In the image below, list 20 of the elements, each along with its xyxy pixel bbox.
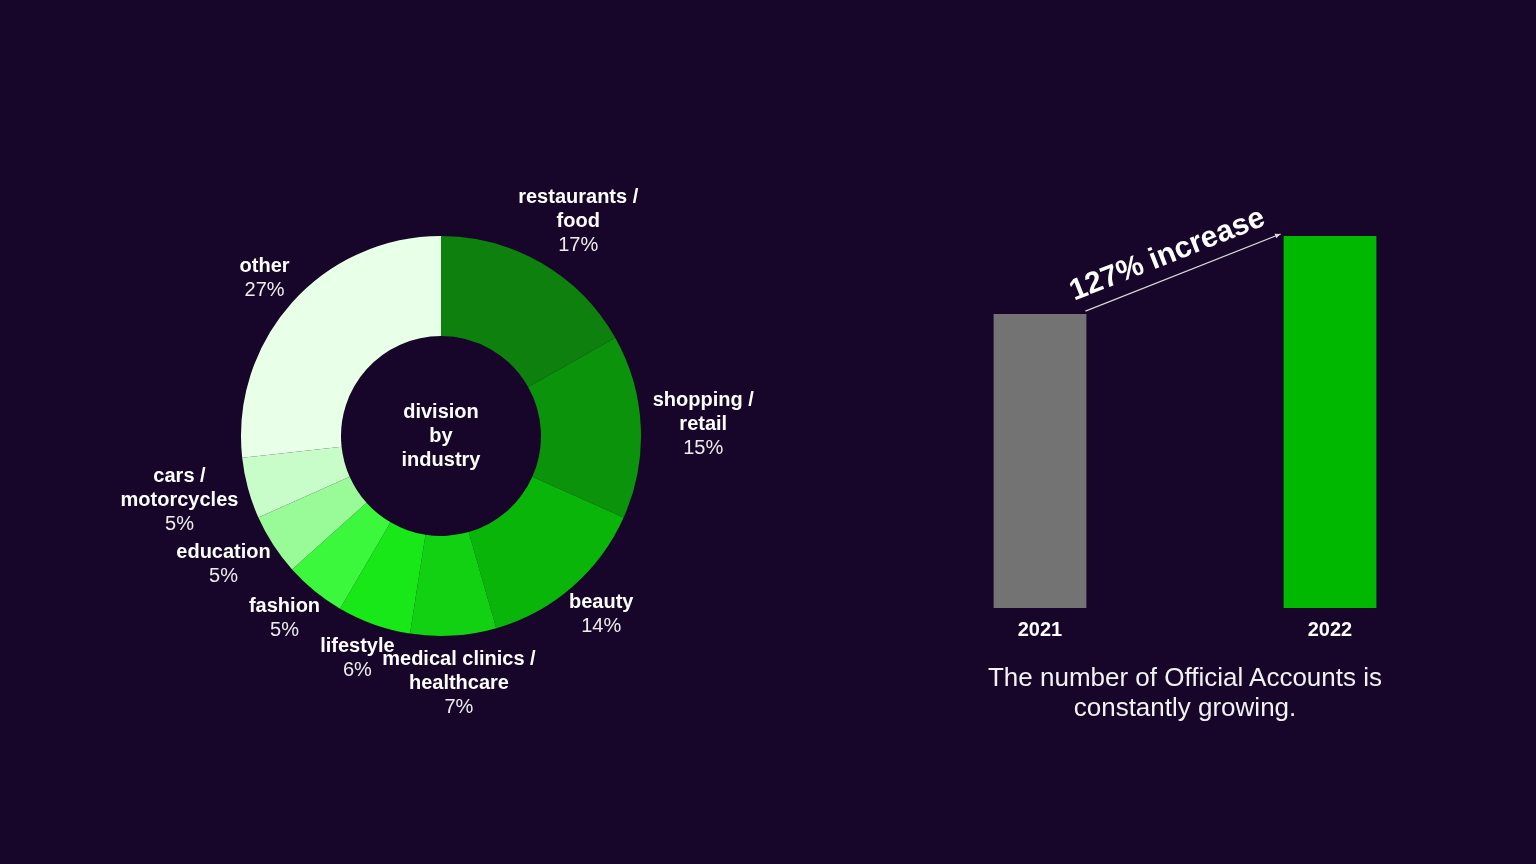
slice-label: education bbox=[176, 539, 271, 562]
slice-label: other bbox=[239, 253, 290, 276]
data-label: 7% bbox=[444, 695, 474, 718]
data-label: 6% bbox=[342, 657, 373, 680]
data-label: 14% bbox=[581, 613, 622, 636]
slice-label: fashion bbox=[248, 594, 321, 617]
x-tick-label: 2021 bbox=[1017, 617, 1063, 640]
data-label: 17% bbox=[558, 233, 599, 256]
data-label: 5% bbox=[209, 563, 239, 586]
slice-label: shopping / retail bbox=[652, 387, 755, 434]
data-label: 5% bbox=[165, 512, 195, 535]
slice-label: restaurants / food bbox=[518, 185, 639, 232]
data-label: 15% bbox=[683, 435, 724, 458]
text: division by industry bbox=[401, 399, 482, 470]
data-label: 27% bbox=[244, 277, 285, 300]
slice-label: beauty bbox=[568, 589, 635, 612]
text: The number of Official Accounts is constantly growing. bbox=[986, 662, 1383, 722]
slice-label: cars / motorcycles bbox=[120, 464, 239, 511]
x-tick-label: 2022 bbox=[1307, 617, 1353, 640]
data-label: 5% bbox=[270, 618, 300, 641]
